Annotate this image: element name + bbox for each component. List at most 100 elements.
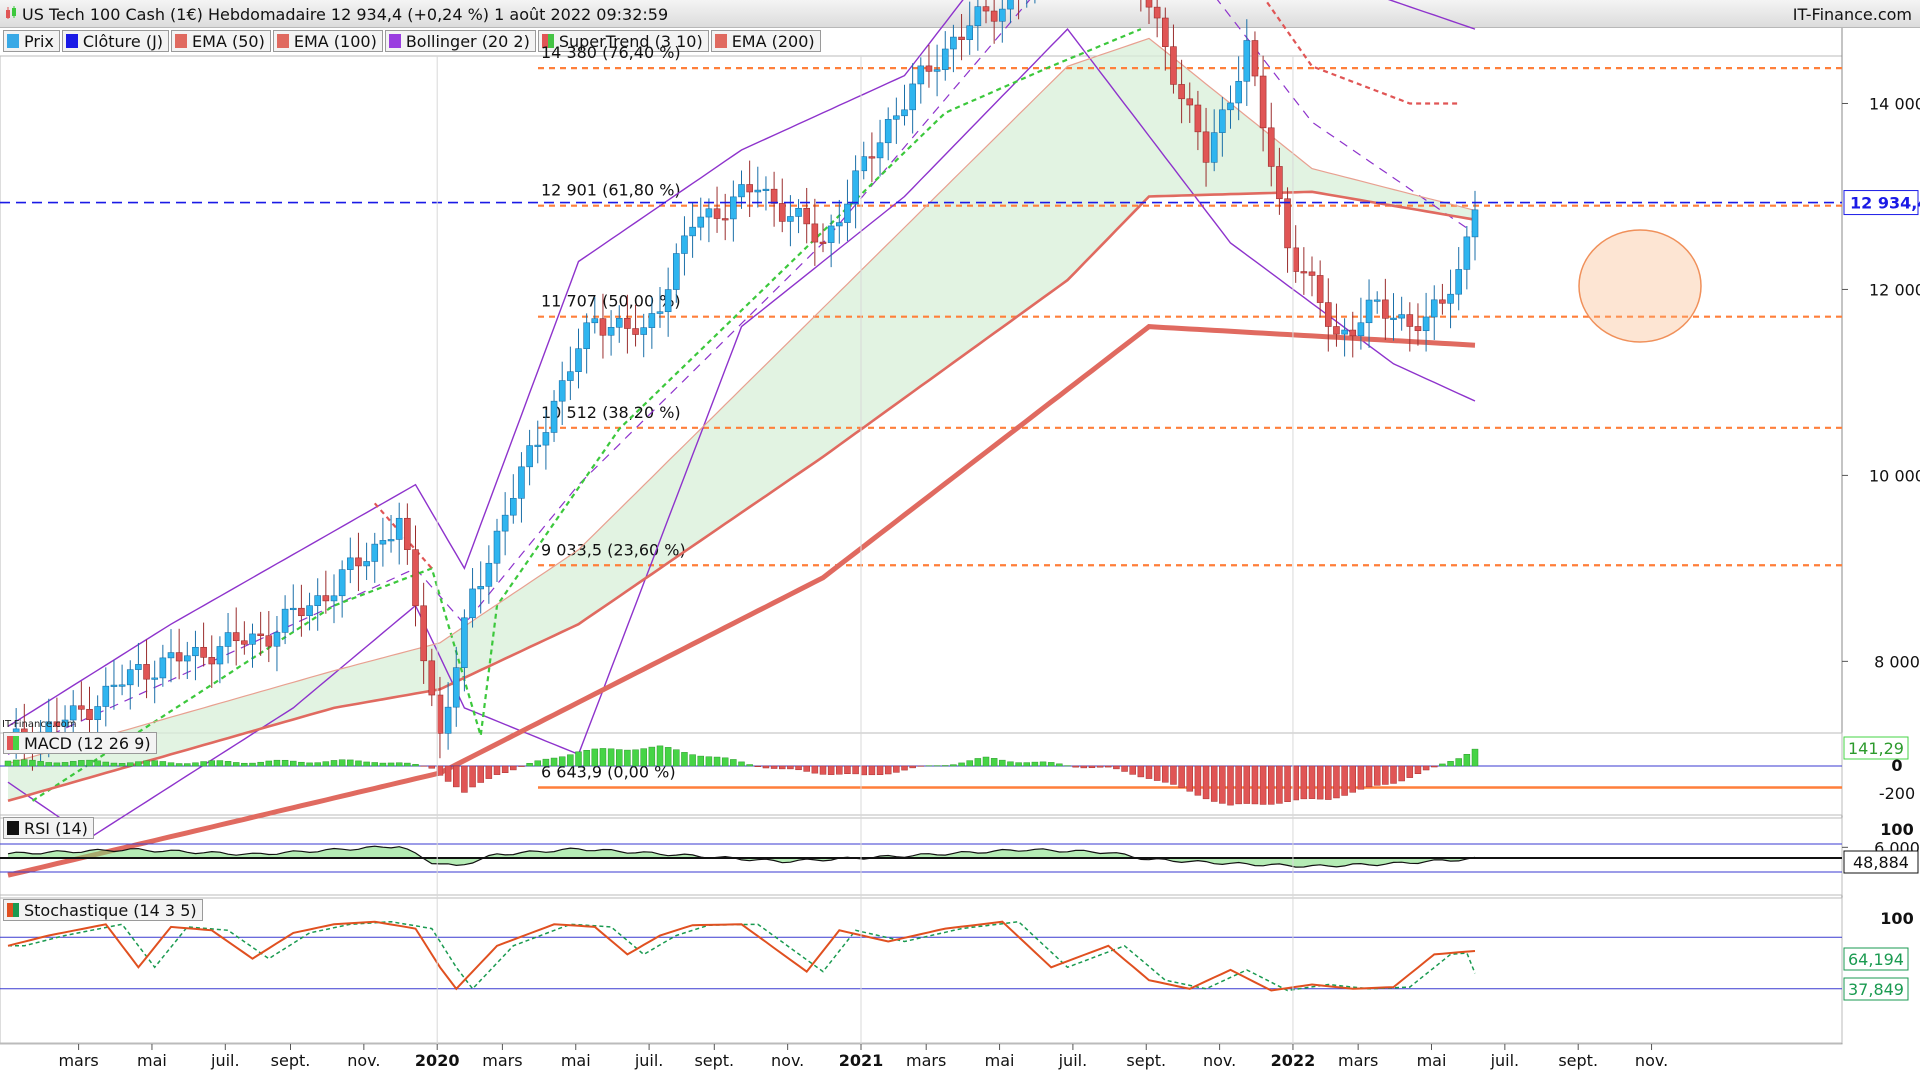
candle-body [298, 607, 305, 617]
macd-bar [673, 749, 680, 767]
candle-body [208, 657, 216, 665]
candle-body [762, 188, 770, 191]
ema100-swatch-icon [276, 34, 289, 48]
macd-bar [705, 756, 713, 767]
macd-legend[interactable]: MACD (12 26 9) [3, 732, 157, 754]
macd-bar [974, 758, 982, 767]
macd-bar [583, 750, 590, 767]
macd-bar [493, 765, 501, 775]
macd-panel: 0 -200 141,29 [0, 736, 1915, 806]
candle-body [110, 684, 118, 687]
macd-bar [713, 756, 721, 767]
candle-body [941, 48, 949, 70]
candle-body [648, 313, 656, 328]
time-tick-label: sept. [1126, 1051, 1166, 1070]
macd-bar [1129, 765, 1136, 775]
candle-body [1292, 247, 1299, 272]
macd-bar [444, 765, 452, 782]
macd-bar [86, 759, 93, 767]
candle-body [811, 223, 819, 243]
macd-bar [1007, 761, 1014, 767]
candle-body [950, 36, 957, 50]
time-tick-label: mars [482, 1051, 522, 1070]
macd-bar [436, 765, 444, 776]
macd-bar [387, 762, 395, 767]
stoch-d-label: 37,849 [1848, 980, 1904, 999]
candle-body [697, 216, 705, 228]
macd-value-box [1843, 736, 1909, 760]
ema100-line [7, 190, 1476, 803]
macd-bar [1031, 761, 1039, 767]
macd-bar [746, 764, 753, 767]
macd-bar [135, 761, 142, 767]
candle-body [404, 517, 411, 550]
legend-item-price[interactable]: Prix [3, 30, 60, 52]
macd-bar [12, 759, 20, 767]
stochastic-panel: 100 64,194 37,849 [0, 909, 1914, 1001]
candle-body [591, 318, 599, 324]
candle-body [387, 539, 395, 542]
macd-bar [1251, 765, 1259, 805]
candle-body [1186, 98, 1194, 106]
price-tick-label: 6 000 [1874, 838, 1920, 857]
candle-body [1430, 299, 1438, 318]
candle-body [330, 595, 338, 602]
candle-body [94, 706, 101, 720]
macd-bar [1056, 763, 1063, 767]
candle-body [78, 705, 85, 710]
macd-bar [224, 761, 232, 767]
candle-body [1471, 209, 1479, 238]
macd-tick-label: -200 [1879, 784, 1915, 803]
legend-item-bollinger[interactable]: Bollinger (20 2) [384, 30, 536, 52]
supertrend-down-2020 [373, 502, 433, 570]
macd-bar [1178, 765, 1185, 788]
macd-bar [127, 762, 134, 767]
candle-body [705, 208, 713, 218]
legend-item-supertrend[interactable]: SuperTrend (3 10) [537, 30, 709, 52]
macd-bar [412, 764, 419, 767]
legend-item-ema50[interactable]: EMA (50) [171, 30, 271, 52]
candle-body [567, 371, 574, 381]
candle-body [884, 119, 892, 144]
candle-body [925, 65, 933, 72]
macd-bar [469, 765, 476, 788]
price-tick-label: 12 000 [1869, 280, 1920, 299]
rsi-value-box [1843, 850, 1919, 874]
macd-bar [37, 761, 44, 767]
macd-bar [379, 762, 387, 767]
macd-bar [697, 755, 704, 767]
legend-item-ema200[interactable]: EMA (200) [710, 30, 821, 52]
rsi-legend[interactable]: RSI (14) [3, 817, 94, 839]
candle-body [558, 380, 566, 402]
stochastic-legend[interactable]: Stochastique (14 3 5) [3, 899, 203, 921]
candle-body [672, 253, 680, 290]
macd-bar [298, 761, 305, 767]
macd-bar [787, 765, 794, 770]
candle-body [192, 646, 199, 657]
macd-bar [982, 756, 990, 767]
macd-bar [1455, 758, 1462, 767]
legend-item-close[interactable]: Clôture (J) [61, 30, 170, 52]
candle-body [1422, 316, 1430, 332]
candle-body [1202, 131, 1210, 163]
time-tick-label: mars [1338, 1051, 1378, 1070]
macd-value-label: 141,29 [1848, 739, 1904, 758]
time-tick-label: nov. [347, 1051, 380, 1070]
candle-body [1390, 317, 1397, 320]
macd-bar [143, 760, 150, 767]
time-tick-label: 2020 [415, 1051, 460, 1070]
time-tick-label: nov. [1203, 1051, 1236, 1070]
macd-bar [852, 765, 859, 775]
time-tick-label: mai [1417, 1051, 1447, 1070]
price-swatch-icon [7, 34, 19, 48]
legend-item-ema100[interactable]: EMA (100) [272, 30, 383, 52]
macd-bar [999, 759, 1006, 767]
candle-body [1373, 299, 1381, 302]
macd-bar [1235, 765, 1242, 805]
close-swatch-icon [65, 34, 78, 48]
macd-bar [1382, 765, 1389, 785]
close-line: 12 934,4 [0, 190, 1920, 216]
bollinger-swatch-icon [388, 34, 401, 48]
macd-bar [558, 756, 566, 767]
